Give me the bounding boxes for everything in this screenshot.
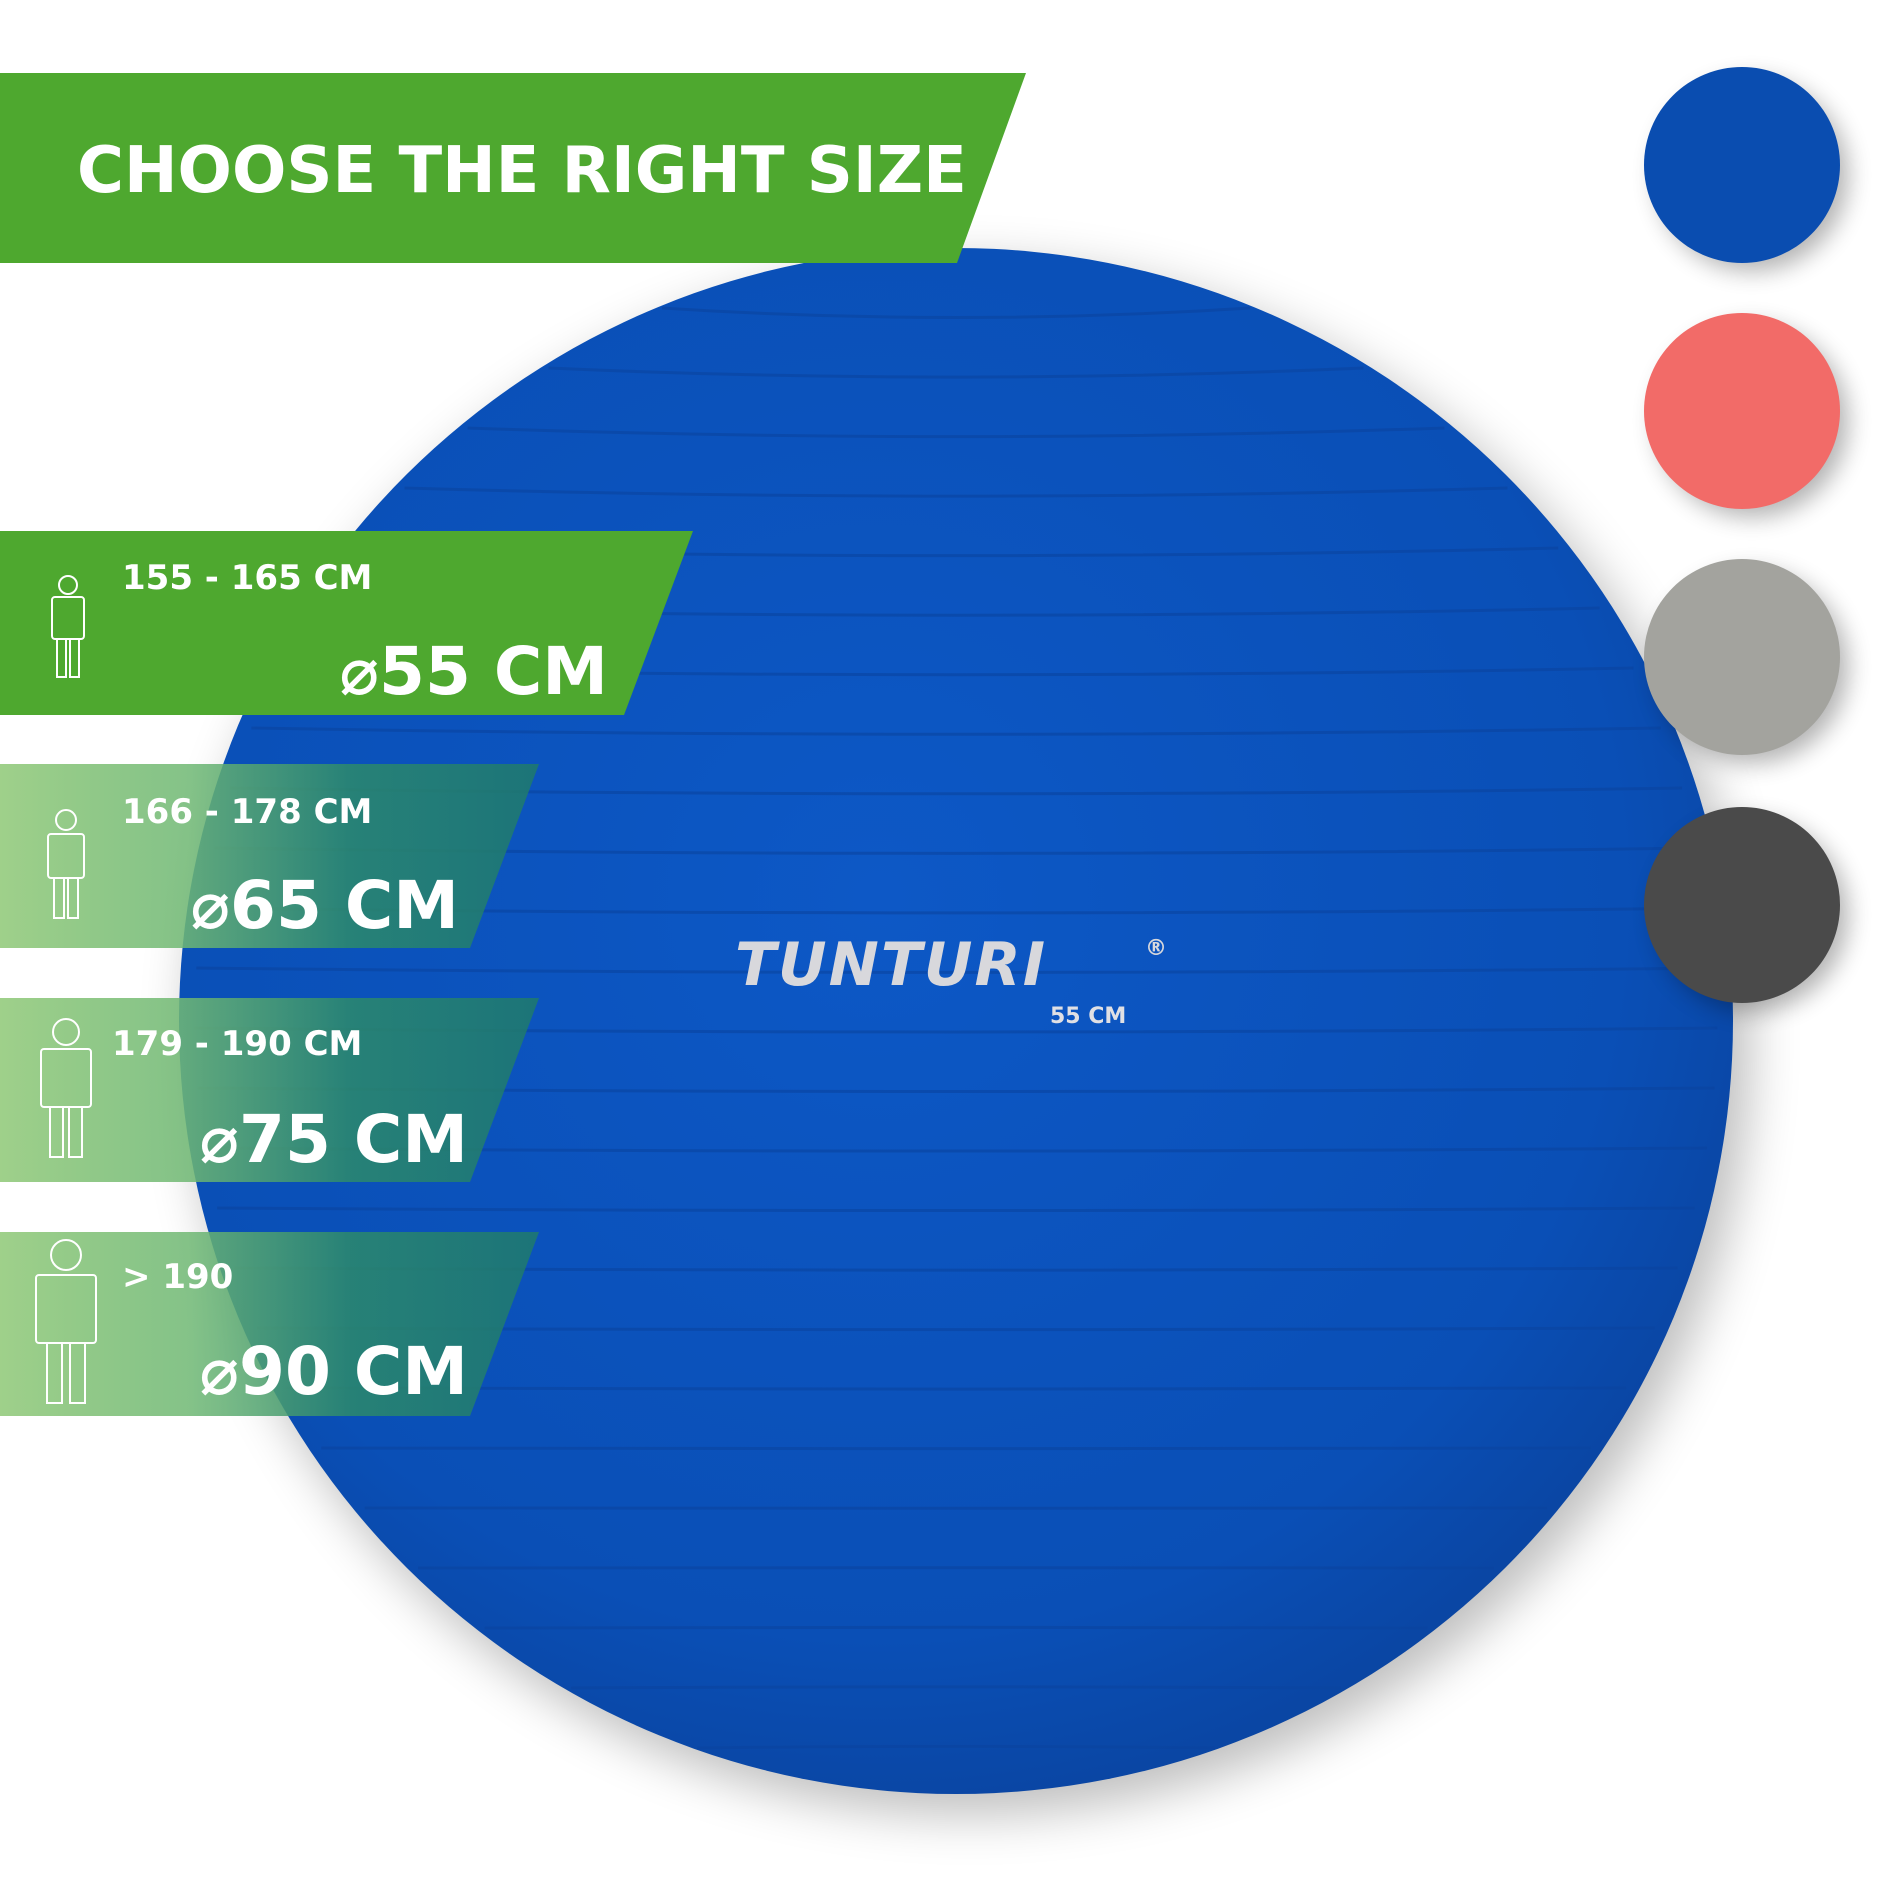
height-range: 179 - 190 CM bbox=[112, 1024, 362, 1064]
person-icon bbox=[47, 809, 85, 919]
registered-mark: ® bbox=[1145, 936, 1167, 961]
ball-ridge bbox=[321, 1446, 1591, 1451]
diameter-label: ⌀75 CM bbox=[199, 1101, 468, 1178]
ball-ridge bbox=[571, 1685, 1341, 1690]
diameter-label: ⌀90 CM bbox=[199, 1333, 468, 1410]
height-range: 155 - 165 CM bbox=[122, 558, 372, 598]
ball-ridge bbox=[548, 366, 1364, 379]
diameter-label: ⌀65 CM bbox=[190, 867, 459, 944]
ball-ridge bbox=[285, 1386, 1627, 1391]
ball-ridge bbox=[404, 486, 1508, 498]
size-option-4: > 190 ⌀90 CM bbox=[0, 1232, 539, 1416]
color-swatch-blue[interactable] bbox=[1644, 67, 1840, 263]
color-swatch-pink[interactable] bbox=[1644, 313, 1840, 509]
brand-logo: TUNTURI bbox=[735, 930, 1047, 1000]
height-range: > 190 bbox=[122, 1257, 233, 1297]
person-icon bbox=[51, 575, 85, 678]
height-range: 166 - 178 CM bbox=[122, 792, 372, 832]
ball-ridge bbox=[467, 426, 1445, 439]
color-swatches bbox=[1644, 67, 1848, 1011]
size-option-2: 166 - 178 CM ⌀65 CM bbox=[0, 764, 539, 948]
ball-ridge bbox=[196, 966, 1716, 974]
header-banner bbox=[0, 73, 1026, 263]
page-title: CHOOSE THE RIGHT SIZE bbox=[77, 134, 967, 208]
ball-ridge bbox=[661, 306, 1251, 320]
ball-ridge bbox=[251, 726, 1661, 736]
diameter-label: ⌀55 CM bbox=[339, 633, 608, 710]
color-swatch-grey[interactable] bbox=[1644, 559, 1840, 755]
size-option-1: 155 - 165 CM ⌀55 CM bbox=[0, 531, 693, 715]
person-icon bbox=[40, 1018, 92, 1158]
color-swatch-black[interactable] bbox=[1644, 807, 1840, 1003]
ball-ridge bbox=[484, 1625, 1428, 1630]
person-icon bbox=[35, 1239, 97, 1404]
ball-ridge bbox=[697, 1744, 1215, 1750]
ball-ridge bbox=[217, 1206, 1695, 1213]
size-option-3: 179 - 190 CM ⌀75 CM bbox=[0, 998, 539, 1182]
ball-size-label: 55 CM bbox=[1050, 1004, 1126, 1029]
